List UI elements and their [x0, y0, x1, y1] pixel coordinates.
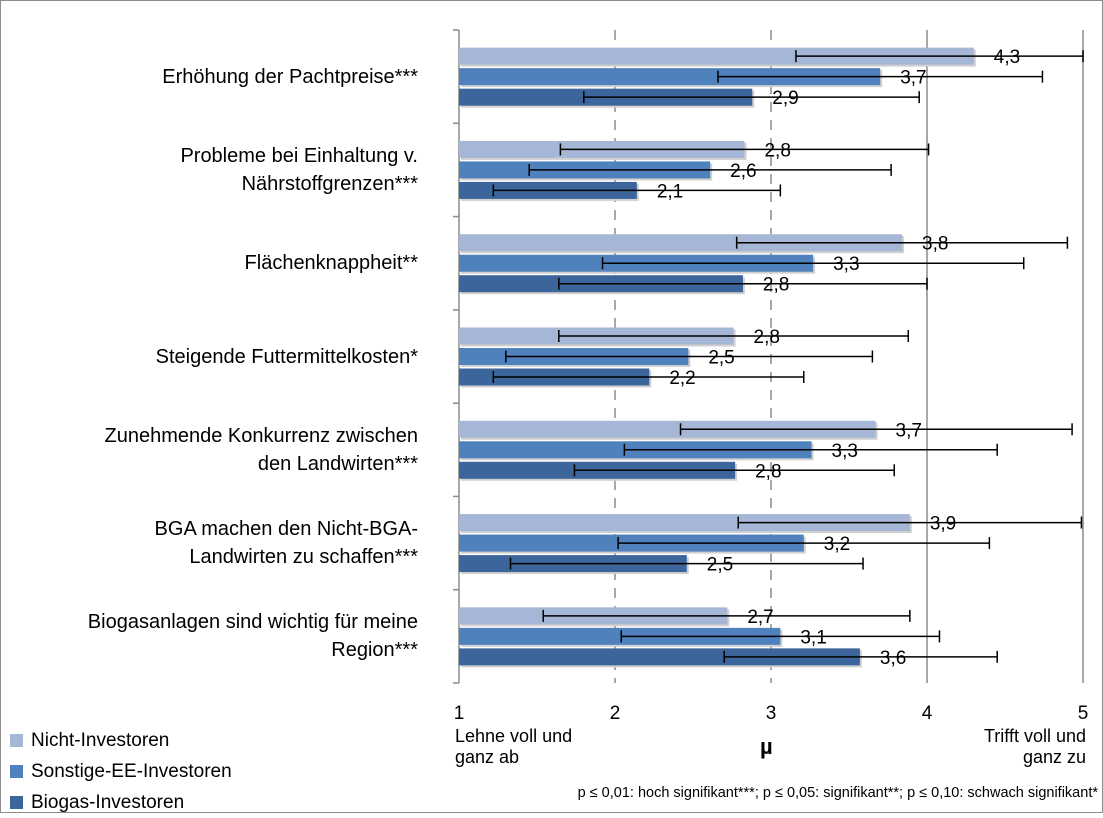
- category-label-line: BGA machen den Nicht-BGA-: [154, 518, 418, 541]
- category-label-line: Landwirten zu schaffen***: [189, 546, 418, 569]
- data-label: 2,9: [772, 88, 798, 109]
- legend-item: Sonstige-EE-Investoren: [10, 756, 232, 787]
- data-label: 3,1: [800, 627, 826, 648]
- category-label-line: den Landwirten***: [257, 452, 418, 475]
- data-label: 3,7: [896, 420, 922, 441]
- x-axis-label: µ: [760, 734, 773, 759]
- data-label: 2,8: [764, 140, 790, 161]
- data-label: 2,5: [707, 555, 733, 576]
- category-label-line: Zunehmende Konkurrenz zwischen: [104, 424, 418, 447]
- x-tick-label: 2: [610, 703, 621, 724]
- data-label: 3,3: [832, 441, 858, 462]
- data-label: 2,2: [669, 368, 695, 389]
- category-label-line: Steigende Futtermittelkosten*: [155, 345, 418, 368]
- x-tick-label: 5: [1078, 703, 1089, 724]
- bar: [459, 648, 860, 666]
- x-right-label: Trifft voll und ganz zu: [930, 726, 1086, 768]
- category-label: Biogasanlagen sind wichtig für meine Regi…: [0, 608, 418, 664]
- bar: [459, 47, 974, 65]
- legend: Nicht-Investoren Sonstige-EE-Investoren Bi…: [10, 725, 232, 818]
- data-label: 3,7: [900, 68, 926, 89]
- legend-swatch: [10, 734, 23, 747]
- category-label: Zunehmende Konkurrenz zwischen den Landwi…: [0, 422, 418, 478]
- category-label: Erhöhung der Pachtpreise***: [0, 63, 418, 91]
- data-label: 2,1: [657, 181, 683, 202]
- data-label: 2,8: [754, 327, 780, 348]
- x-tick-label: 1: [454, 703, 465, 724]
- bar: [459, 420, 876, 438]
- data-label: 3,8: [922, 234, 948, 255]
- data-label: 2,5: [708, 348, 734, 369]
- category-label: Steigende Futtermittelkosten*: [0, 343, 418, 371]
- data-label: 4,3: [994, 47, 1020, 68]
- category-label: Flächenknappheit**: [0, 249, 418, 277]
- x-tick-label: 3: [766, 703, 777, 724]
- legend-label: Sonstige-EE-Investoren: [31, 760, 232, 782]
- legend-label: Biogas-Investoren: [31, 791, 185, 813]
- axis-end-label-line: ganz ab: [455, 747, 520, 767]
- legend-item: Nicht-Investoren: [10, 725, 232, 756]
- bar: [459, 514, 910, 532]
- bar: [459, 234, 903, 252]
- data-label: 2,8: [755, 461, 781, 482]
- legend-label: Nicht-Investoren: [31, 729, 170, 751]
- bar: [459, 627, 781, 645]
- x-left-label: Lehne voll und ganz ab: [455, 726, 615, 768]
- category-label-line: Nährstoffgrenzen***: [241, 172, 418, 195]
- data-label: 2,7: [747, 607, 773, 628]
- significance-footnote: p ≤ 0,01: hoch signifikant***; p ≤ 0,05:…: [577, 785, 1098, 801]
- category-label: Probleme bei Einhaltung v. Nährstoffgrenz…: [0, 142, 418, 198]
- data-label: 3,6: [880, 648, 906, 669]
- data-label: 3,9: [930, 514, 956, 535]
- data-label: 2,8: [763, 275, 789, 296]
- category-label-line: Erhöhung der Pachtpreise***: [162, 65, 418, 88]
- category-label-line: Biogasanlagen sind wichtig für meine: [87, 611, 418, 634]
- category-label-line: Flächenknappheit**: [244, 252, 418, 275]
- data-label: 3,3: [833, 254, 859, 275]
- category-label-line: Probleme bei Einhaltung v.: [180, 144, 418, 167]
- data-label: 2,6: [730, 161, 756, 182]
- axis-end-label-line: Trifft voll und: [983, 726, 1086, 746]
- legend-swatch: [10, 796, 23, 809]
- bar: [459, 68, 881, 86]
- axis-end-label-line: ganz zu: [1022, 747, 1086, 767]
- category-label: BGA machen den Nicht-BGA- Landwirten zu s…: [0, 515, 418, 571]
- legend-item: Biogas-Investoren: [10, 787, 232, 818]
- x-tick-label: 4: [922, 703, 933, 724]
- category-label-line: Region***: [331, 639, 418, 662]
- data-label: 3,2: [824, 534, 850, 555]
- axis-end-label-line: Lehne voll und: [455, 726, 573, 746]
- legend-swatch: [10, 765, 23, 778]
